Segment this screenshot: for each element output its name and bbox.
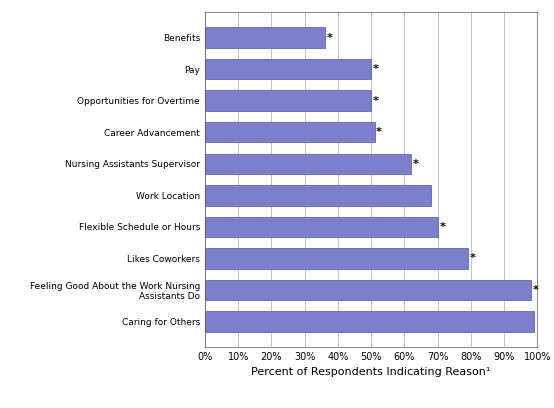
Bar (205, 91, 371, 111)
Text: *: * (532, 285, 538, 295)
X-axis label: Percent of Respondents Indicating Reason¹: Percent of Respondents Indicating Reason… (252, 367, 491, 377)
Text: *: * (413, 159, 419, 169)
Bar (205, 59, 371, 80)
Bar (205, 185, 431, 206)
Text: *: * (439, 222, 445, 232)
Bar (205, 248, 468, 268)
Bar (205, 217, 438, 237)
Text: *: * (469, 253, 475, 263)
Text: *: * (326, 33, 332, 43)
Text: *: * (373, 64, 379, 74)
Text: *: * (373, 96, 379, 106)
Bar (205, 311, 534, 332)
Bar (205, 27, 325, 48)
Text: *: * (376, 127, 382, 137)
Bar (205, 153, 411, 174)
Bar (205, 122, 375, 142)
Bar (205, 279, 531, 300)
